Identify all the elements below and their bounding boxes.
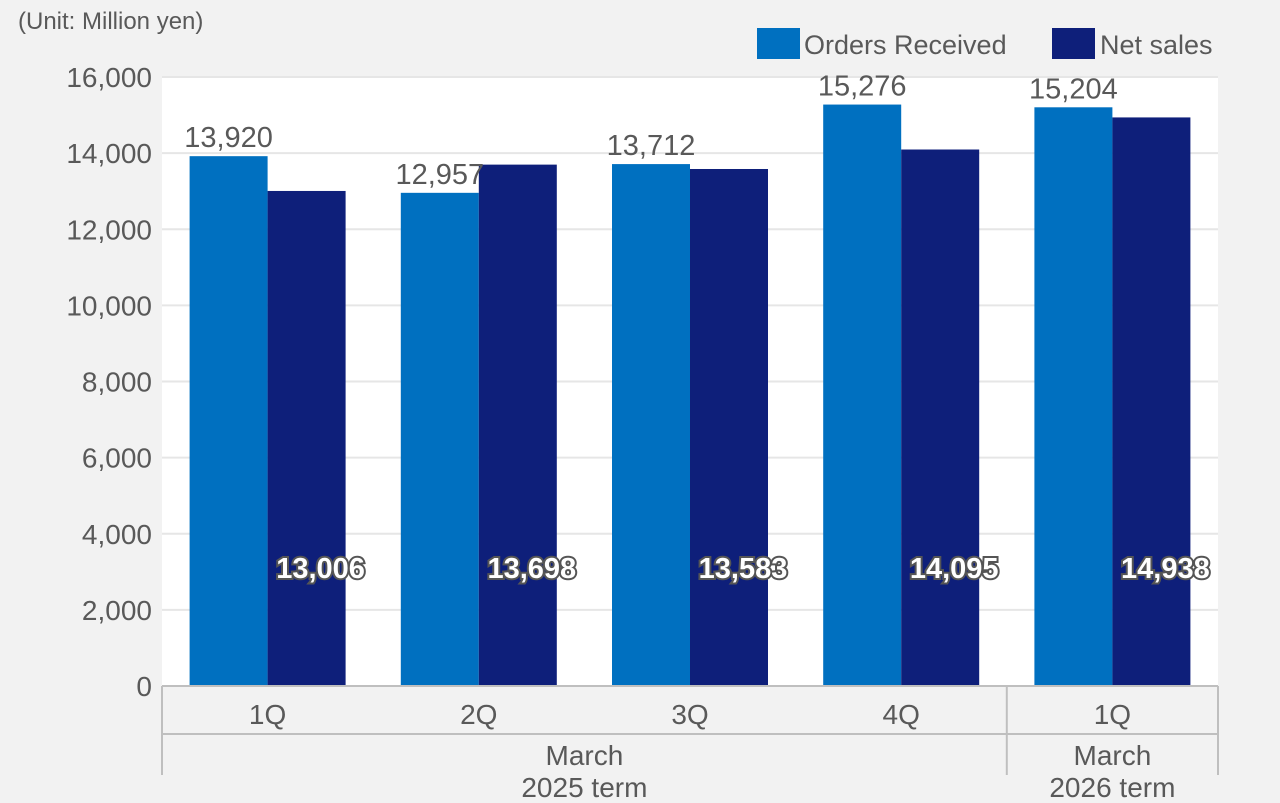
y-tick-label: 4,000 xyxy=(82,519,152,550)
bar-net-sales xyxy=(267,190,346,687)
bar-orders-received xyxy=(189,156,268,687)
group-label: 2026 term xyxy=(1049,772,1175,803)
group-label: 2025 term xyxy=(521,772,647,803)
data-label-net-sales: 13,698 xyxy=(487,553,576,585)
bar-orders-received xyxy=(400,192,479,686)
bar-orders-received xyxy=(612,164,690,686)
legend-swatch xyxy=(757,28,800,59)
group-label: March xyxy=(1074,740,1152,771)
data-label-orders: 15,276 xyxy=(818,71,907,103)
data-label-orders: 12,957 xyxy=(395,159,484,191)
data-label-orders: 15,204 xyxy=(1029,73,1118,105)
x-tick-label: 2Q xyxy=(460,699,497,730)
bar-orders-received xyxy=(1034,107,1113,687)
bar-net-sales xyxy=(690,168,768,686)
bar-orders-received xyxy=(823,104,902,686)
group-label: March xyxy=(546,740,624,771)
x-tick-label: 1Q xyxy=(249,699,286,730)
bar-net-sales xyxy=(901,149,980,687)
data-label-net-sales: 13,583 xyxy=(699,553,788,585)
legend-swatch xyxy=(1052,28,1095,59)
legend-label: Orders Received xyxy=(804,30,1007,60)
data-label-orders: 13,712 xyxy=(607,130,696,162)
x-tick-label: 4Q xyxy=(883,699,920,730)
bar-net-sales xyxy=(478,164,557,686)
data-label-orders: 13,920 xyxy=(184,122,273,154)
y-tick-label: 2,000 xyxy=(82,595,152,626)
y-tick-label: 6,000 xyxy=(82,443,152,474)
x-tick-label: 3Q xyxy=(671,699,708,730)
y-tick-label: 10,000 xyxy=(66,290,152,321)
data-label-net-sales: 14,938 xyxy=(1121,553,1210,585)
bar-net-sales xyxy=(1112,117,1191,687)
legend-label: Net sales xyxy=(1100,30,1213,60)
data-label-net-sales: 13,006 xyxy=(276,553,365,585)
y-tick-label: 16,000 xyxy=(66,62,152,93)
data-label-net-sales: 14,095 xyxy=(910,553,999,585)
y-tick-label: 12,000 xyxy=(66,214,152,245)
y-tick-label: 0 xyxy=(136,671,152,702)
x-tick-label: 1Q xyxy=(1094,699,1131,730)
unit-label: (Unit: Million yen) xyxy=(18,8,203,35)
y-tick-label: 14,000 xyxy=(66,138,152,169)
y-tick-label: 8,000 xyxy=(82,367,152,398)
